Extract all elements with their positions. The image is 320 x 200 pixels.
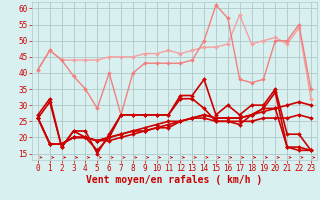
X-axis label: Vent moyen/en rafales ( km/h ): Vent moyen/en rafales ( km/h ) [86,175,262,185]
